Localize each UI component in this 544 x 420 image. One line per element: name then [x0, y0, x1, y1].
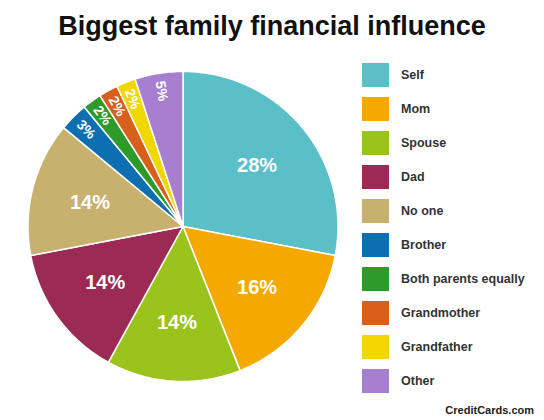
html-text:Spouse: Spouse	[401, 136, 447, 150]
svg-text:14%: 14%	[85, 271, 125, 293]
svg-text:2%: 2%	[122, 86, 145, 111]
html-text:Brother: Brother	[401, 238, 447, 252]
svg-text:5%: 5%	[153, 80, 172, 103]
html-text:Grandfather: Grandfather	[401, 340, 473, 354]
svg-text:14%: 14%	[157, 311, 197, 333]
html-text:Biggest family financial influ: Biggest family financial influence	[58, 11, 486, 41]
html-text:Grandmother: Grandmother	[401, 306, 481, 320]
html-text:Both parents equally: Both parents equally	[401, 272, 525, 286]
svg-text:2%: 2%	[105, 93, 130, 119]
html-text:Other: Other	[401, 374, 435, 388]
html-text:Self: Self	[401, 68, 424, 82]
svg-text:14%: 14%	[70, 191, 110, 213]
html-text:Mom: Mom	[401, 102, 431, 116]
html-text:No one: No one	[401, 204, 444, 218]
svg-text:2%: 2%	[90, 102, 116, 129]
svg-text:28%: 28%	[237, 154, 277, 176]
html-text:Dad: Dad	[401, 170, 425, 184]
svg-text:3%: 3%	[74, 116, 100, 142]
svg-text:16%: 16%	[237, 276, 277, 298]
html-text:CreditCards.com: CreditCards.com	[445, 404, 534, 416]
